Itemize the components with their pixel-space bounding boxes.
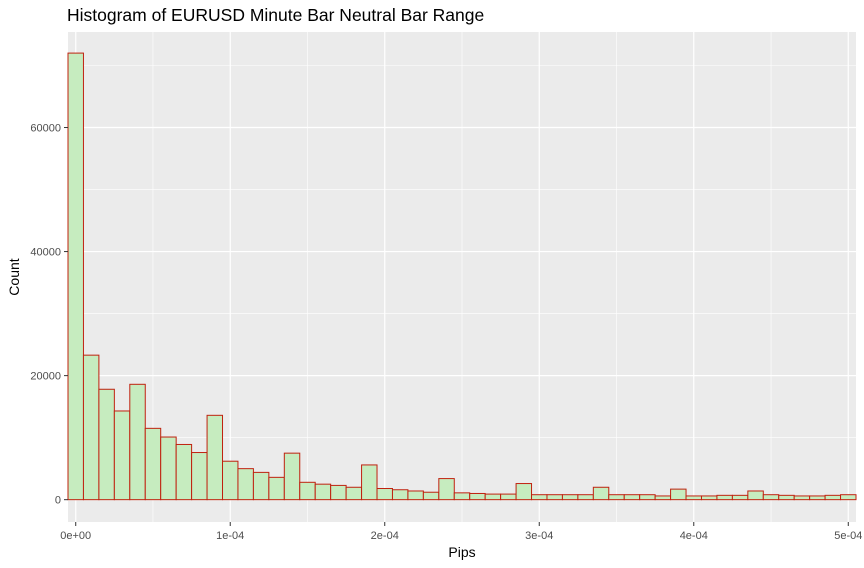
x-tick-label: 4e-04 [680,530,708,542]
histogram-bar [82,354,100,501]
histogram-bar [391,489,409,501]
chart-title: Histogram of EURUSD Minute Bar Neutral B… [67,5,485,25]
histogram-bar [592,486,610,501]
histogram-bar [623,494,641,501]
y-tick-label: 0 [55,495,61,507]
histogram-bar [160,436,177,501]
x-tick-label: 1e-04 [216,530,244,542]
histogram-bar [793,495,811,501]
histogram-bar [561,494,579,501]
histogram-bar [809,495,826,501]
histogram-bar [191,452,208,501]
histogram-bar [716,494,733,501]
histogram-bar [762,494,780,501]
y-axis: 0 20000 40000 60000 [30,123,68,507]
histogram-bar [840,494,857,501]
histogram-bar [67,52,84,501]
histogram-bars [67,52,857,501]
histogram-bar [654,495,672,501]
histogram-bar [268,476,285,501]
histogram-bar [531,494,548,501]
histogram-bar [546,494,563,501]
histogram-bar [113,410,131,501]
histogram-bar [175,443,193,501]
x-tick-label: 3e-04 [525,530,553,542]
y-axis-title: Count [6,258,22,295]
y-tick-label: 40000 [30,247,61,259]
histogram-bar [639,494,656,501]
histogram-bar [747,490,764,501]
histogram-bar [515,483,533,501]
x-tick-label: 2e-04 [371,530,399,542]
histogram-bar [222,460,239,501]
histogram-bar [577,494,594,501]
histogram-bar [685,495,702,501]
histogram-bar [206,414,224,501]
histogram-bar [237,468,254,501]
histogram-bar [407,490,424,501]
histogram-bar [469,492,486,501]
x-axis-title: Pips [448,544,475,560]
histogram-bar [376,488,393,501]
histogram-bar [144,427,162,501]
histogram-bar [438,478,455,501]
y-tick-label: 60000 [30,123,61,135]
histogram-bar [252,471,270,501]
histogram-bar [422,491,440,501]
histogram-bar [345,486,363,501]
histogram-bar [700,495,718,501]
x-tick-label: 0e+00 [60,530,91,542]
histogram-bar [731,494,749,501]
histogram-bar [778,494,795,501]
x-axis: 0e+00 1e-04 2e-04 3e-04 4e-04 5e-04 [60,522,862,542]
histogram-bar [824,494,842,501]
histogram-bar [129,383,146,501]
histogram-bar [299,481,316,501]
histogram-bar [670,488,687,501]
x-tick-label: 5e-04 [834,530,862,542]
histogram-bar [484,493,502,501]
histogram-bar [500,493,517,501]
histogram-bar [361,464,378,501]
histogram-bar [608,494,625,501]
histogram-bar [98,388,115,501]
histogram-bar [330,484,347,501]
histogram-bar [314,483,332,501]
histogram-bar [283,452,301,501]
histogram-bar [453,492,471,501]
y-tick-label: 20000 [30,371,61,383]
